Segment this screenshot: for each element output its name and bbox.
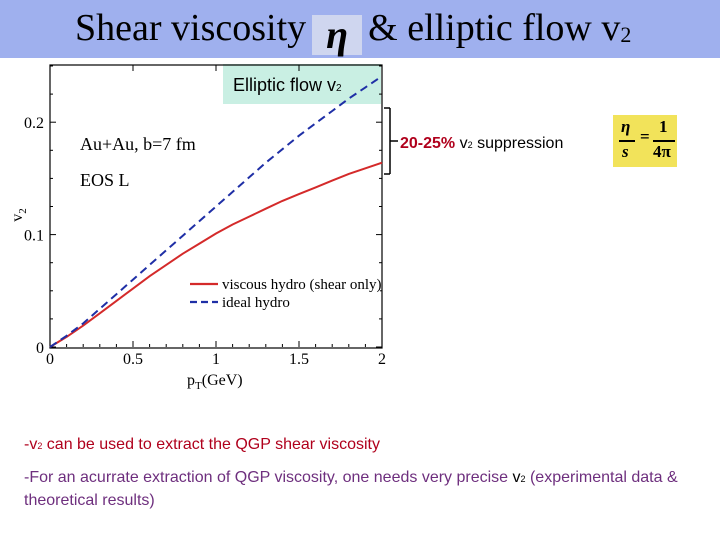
bullet-1: -v2 can be used to extract the QGP shear… [24,436,380,454]
bullet-2: -For an acurrate extraction of QGP visco… [24,467,714,512]
bullet-2-text: (experimental data & theoretical results… [24,469,678,509]
series-line-ideal-hydro [49,75,383,348]
x-axis-label: pT(GeV) [187,372,243,392]
subtitle-main: Elliptic flow v [233,75,337,95]
subtitle-sub: 2 [336,83,342,94]
formula-four-pi: 4π [653,142,671,161]
x-tick-label: 1.5 [289,351,309,368]
title-prefix: Shear viscosity [75,7,307,49]
slide-title: Shear viscosity η & elliptic flow v2 [75,6,631,55]
legend-label-ideal: ideal hydro [222,295,290,311]
bullet-2-var: v [512,469,521,486]
formula-one: 1 [659,117,668,136]
x-tick-label: 0 [46,351,54,368]
title-sub: 2 [620,22,632,47]
y-tick-label: 0.1 [24,228,44,245]
bullet-2-prefix: -For an acurrate extraction of QGP visco… [24,469,513,486]
range-bracket [384,107,398,175]
title-suffix: & elliptic flow v [368,7,621,49]
bullet-2-sub: 2 [520,474,526,484]
suppression-percent: 20-25% [400,135,456,152]
formula-eta: η [621,117,631,136]
series-line-viscous-hydro [49,161,383,348]
suppression-var: v [459,135,468,152]
x-tick-label: 0.5 [123,351,143,368]
legend-label-viscous: viscous hydro (shear only) [222,277,382,293]
subtitle-box [223,64,381,104]
suppression-note: 20-25% v2 suppression [400,135,563,153]
y-axis-label: v2 [9,208,29,222]
title-eta-symbol: η [312,15,363,55]
bullet-1-text: can be used to extract the QGP shear vis… [42,436,380,453]
legend-box [185,268,380,314]
legend: viscous hydro (shear only) ideal hydro [185,268,382,314]
y-tick-label: 0.2 [24,115,44,132]
axis-ticks [49,65,383,348]
suppression-sub: 2 [467,140,473,150]
eta-over-s-formula: η s = 1 4π [613,115,677,167]
bullet-1-prefix: -v [24,436,38,453]
formula-equals: = [640,127,650,146]
suppression-label: suppression [477,135,564,152]
tick-labels: 0 0.5 1 1.5 2 0 0.1 0.2 [24,115,386,368]
x-tick-label: 1 [212,351,220,368]
x-tick-label: 2 [378,351,386,368]
formula-frac-right [653,140,675,142]
annotation-eos: EOS L [80,170,130,190]
bullet-1-sub: 2 [37,441,43,451]
formula-s: s [622,142,629,161]
y-tick-label: 0 [36,340,44,357]
annotation-collision: Au+Au, b=7 fm [80,134,196,154]
series-lines [49,75,383,348]
formula-frac-left [619,140,635,142]
subtitle: Elliptic flow v2 [233,75,342,96]
